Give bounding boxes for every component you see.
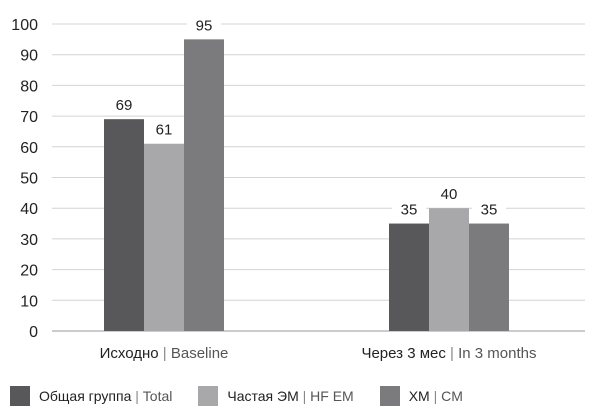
data-label-background (392, 200, 426, 219)
x-tick-label: Исходно | Baseline (100, 345, 229, 362)
y-tick-label: 0 (29, 324, 38, 341)
y-tick-label: 10 (20, 293, 38, 310)
bar (389, 223, 429, 331)
x-tick-label: Через 3 мес | In 3 months (361, 345, 536, 362)
data-label: 61 (156, 122, 173, 139)
data-label: 35 (401, 202, 418, 219)
bars (104, 39, 509, 331)
data-label: 35 (481, 202, 498, 219)
data-label: 95 (196, 17, 213, 34)
y-axis-ticks: 0 10 20 30 40 50 60 70 80 90 100 (11, 17, 38, 341)
y-tick-label: 100 (11, 17, 38, 34)
y-tick-label: 20 (20, 263, 38, 280)
data-label-background (147, 120, 181, 139)
legend: Общая группа | Total Частая ЭМ | HF EM ХМ … (10, 386, 489, 406)
bar (144, 143, 184, 331)
y-tick-label: 90 (20, 48, 38, 65)
bar (469, 223, 509, 331)
bar (184, 39, 224, 331)
legend-item: Частая ЭМ | HF EM (198, 386, 354, 406)
legend-item: Общая группа | Total (10, 386, 172, 406)
legend-item: ХМ | CM (379, 386, 463, 406)
bar-chart: 0 10 20 30 40 50 60 70 80 90 100 69 61 95 35 40 35 Исхо… (11, 16, 585, 362)
y-tick-label: 80 (20, 78, 38, 95)
y-tick-label: 70 (20, 109, 38, 126)
bar (429, 208, 469, 331)
y-tick-label: 40 (20, 201, 38, 218)
y-tick-label: 60 (20, 140, 38, 157)
data-label-background (187, 16, 221, 35)
bar (104, 119, 144, 331)
y-tick-label: 30 (20, 232, 38, 249)
legend-label: ХМ | CM (408, 388, 463, 404)
data-label-background (107, 96, 141, 115)
legend-label: Частая ЭМ | HF EM (227, 388, 354, 404)
data-label-background (472, 200, 506, 219)
legend-swatch (10, 386, 30, 406)
data-label-background (432, 185, 466, 204)
data-label: 40 (441, 186, 458, 203)
y-tick-label: 50 (20, 171, 38, 188)
legend-swatch (379, 386, 400, 406)
legend-label: Общая группа | Total (39, 388, 173, 404)
x-axis-ticks: Исходно | Baseline Через 3 мес | In 3 mon… (100, 345, 537, 362)
data-label: 69 (116, 97, 133, 114)
data-labels: 69 61 95 35 40 35 (107, 16, 506, 219)
legend-swatch (198, 386, 219, 406)
